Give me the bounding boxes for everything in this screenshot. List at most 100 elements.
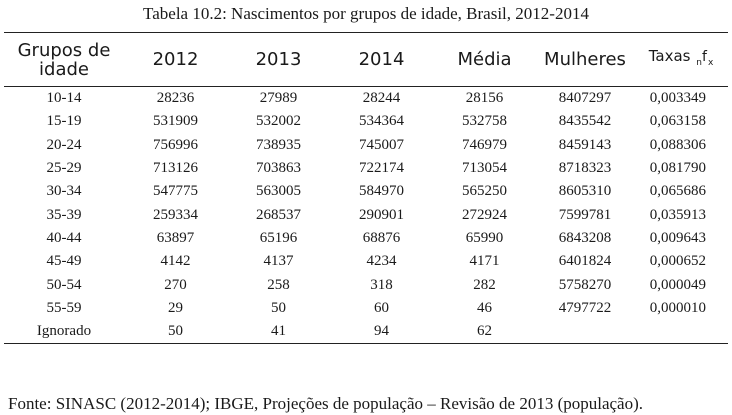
header-media: Média — [457, 49, 512, 70]
cell-media: 746979 — [462, 136, 507, 153]
cell-media: 282 — [473, 276, 496, 293]
cell-grupo: 35-39 — [46, 206, 82, 223]
header-taxas-n: n — [696, 57, 702, 68]
cell-y2012: 28236 — [156, 90, 195, 107]
cell-y2012: 547775 — [153, 183, 198, 200]
table-row: Ignorado 50 41 94 62 — [4, 320, 728, 344]
cell-y2012: 50 — [168, 323, 183, 340]
cell-y2014: 722174 — [359, 160, 404, 177]
cell-grupo: 30-34 — [46, 183, 82, 200]
cell-y2013: 703863 — [256, 160, 301, 177]
cell-taxa: 0,063158 — [649, 113, 706, 130]
table-row: 30-34 547775 563005 584970 565250 8605310 0,06… — [4, 180, 728, 203]
header-taxas: Taxas nfx — [634, 33, 728, 87]
cell-taxa: 0,088306 — [649, 136, 706, 153]
cell-y2013: 41 — [271, 323, 286, 340]
table-row: 35-39 259334 268537 290901 272924 7599781 0,03… — [4, 203, 728, 226]
cell-grupo: 25-29 — [46, 160, 82, 177]
cell-taxa: 0,003349 — [649, 90, 706, 107]
cell-media: 4171 — [469, 253, 500, 270]
cell-y2012: 756996 — [153, 136, 198, 153]
cell-y2013: 532002 — [256, 113, 301, 130]
cell-taxa — [634, 320, 728, 344]
table-row: 15-19 531909 532002 534364 532758 8435542 0,06… — [4, 110, 728, 133]
cell-mulheres — [536, 320, 634, 344]
cell-taxa: 0,035913 — [649, 206, 706, 223]
cell-taxa: 0,081790 — [649, 160, 706, 177]
cell-media: 713054 — [462, 160, 507, 177]
cell-y2012: 29 — [168, 299, 183, 316]
cell-mulheres: 5758270 — [558, 276, 612, 293]
header-grupos-line1: Grupos de — [17, 39, 111, 61]
cell-mulheres: 6843208 — [558, 229, 612, 246]
table-row: 45-49 4142 4137 4234 4171 6401824 0,000652 — [4, 250, 728, 273]
header-2012: 2012 — [152, 49, 199, 70]
cell-y2014: 94 — [374, 323, 389, 340]
cell-y2014: 4234 — [366, 253, 397, 270]
cell-media: 532758 — [462, 113, 507, 130]
cell-media: 28156 — [465, 90, 504, 107]
cell-media: 565250 — [462, 183, 507, 200]
cell-y2013: 268537 — [256, 206, 301, 223]
header-taxas-label: Taxas — [648, 46, 691, 65]
cell-y2013: 65196 — [259, 229, 298, 246]
cell-media: 46 — [477, 299, 492, 316]
cell-y2014: 60 — [374, 299, 389, 316]
header-mulheres: Mulheres — [544, 49, 626, 70]
cell-grupo: 50-54 — [46, 276, 82, 293]
header-row: Grupos de idade 2012 2013 2014 Média Mul… — [4, 32, 728, 87]
cell-y2014: 584970 — [359, 183, 404, 200]
cell-taxa: 0,000049 — [649, 276, 706, 293]
header-grupos-line2: idade — [39, 58, 89, 80]
cell-y2012: 270 — [164, 276, 187, 293]
cell-taxa: 0,065686 — [649, 183, 706, 200]
cell-y2013: 50 — [271, 299, 286, 316]
header-taxas-f: f — [702, 48, 707, 65]
cell-grupo: 55-59 — [46, 299, 82, 316]
cell-y2014: 68876 — [362, 229, 401, 246]
table-row: 55-59 29 50 60 46 4797722 0,000010 — [4, 297, 728, 320]
table-row: 10-14 28236 27989 28244 28156 8407297 0,003349 — [4, 87, 728, 111]
cell-y2014: 318 — [370, 276, 393, 293]
cell-y2013: 4137 — [263, 253, 294, 270]
cell-grupo: 40-44 — [46, 229, 82, 246]
cell-mulheres: 6401824 — [558, 253, 612, 270]
cell-mulheres: 8435542 — [558, 113, 612, 130]
cell-y2012: 531909 — [153, 113, 198, 130]
cell-grupo: Ignorado — [36, 323, 92, 340]
cell-taxa: 0,000010 — [649, 299, 706, 316]
cell-y2013: 563005 — [256, 183, 301, 200]
table-row: 25-29 713126 703863 722174 713054 8718323 0,08… — [4, 157, 728, 180]
cell-taxa: 0,009643 — [649, 229, 706, 246]
table-row: 50-54 270 258 318 282 5758270 0,000049 — [4, 273, 728, 296]
cell-mulheres: 4797722 — [558, 299, 612, 316]
cell-y2014: 28244 — [362, 90, 401, 107]
header-grupos: Grupos de idade — [4, 33, 124, 87]
header-taxas-x: x — [707, 57, 714, 68]
cell-media: 62 — [477, 323, 492, 340]
cell-y2014: 534364 — [359, 113, 404, 130]
cell-y2012: 4142 — [160, 253, 191, 270]
header-2014: 2014 — [358, 49, 405, 70]
cell-mulheres: 7599781 — [558, 206, 612, 223]
births-table: Grupos de idade 2012 2013 2014 Média Mul… — [4, 32, 728, 344]
table-caption: Tabela 10.2: Nascimentos por grupos de i… — [143, 4, 589, 23]
cell-taxa: 0,000652 — [649, 253, 706, 270]
source-note: Fonte: SINASC (2012-2014); IBGE, Projeçõ… — [8, 394, 644, 413]
table-row: 40-44 63897 65196 68876 65990 6843208 0,009643 — [4, 227, 728, 250]
cell-grupo: 15-19 — [46, 113, 82, 130]
cell-media: 272924 — [462, 206, 507, 223]
cell-mulheres: 8718323 — [558, 160, 612, 177]
cell-y2013: 258 — [267, 276, 290, 293]
cell-y2013: 27989 — [259, 90, 298, 107]
cell-y2014: 290901 — [359, 206, 404, 223]
cell-y2012: 63897 — [156, 229, 195, 246]
table-row: 20-24 756996 738935 745007 746979 8459143 0,08… — [4, 134, 728, 157]
cell-grupo: 10-14 — [46, 90, 82, 107]
cell-y2014: 745007 — [359, 136, 404, 153]
cell-y2013: 738935 — [256, 136, 301, 153]
cell-y2012: 713126 — [153, 160, 198, 177]
cell-mulheres: 8459143 — [558, 136, 612, 153]
cell-grupo: 45-49 — [46, 253, 82, 270]
cell-mulheres: 8407297 — [558, 90, 612, 107]
